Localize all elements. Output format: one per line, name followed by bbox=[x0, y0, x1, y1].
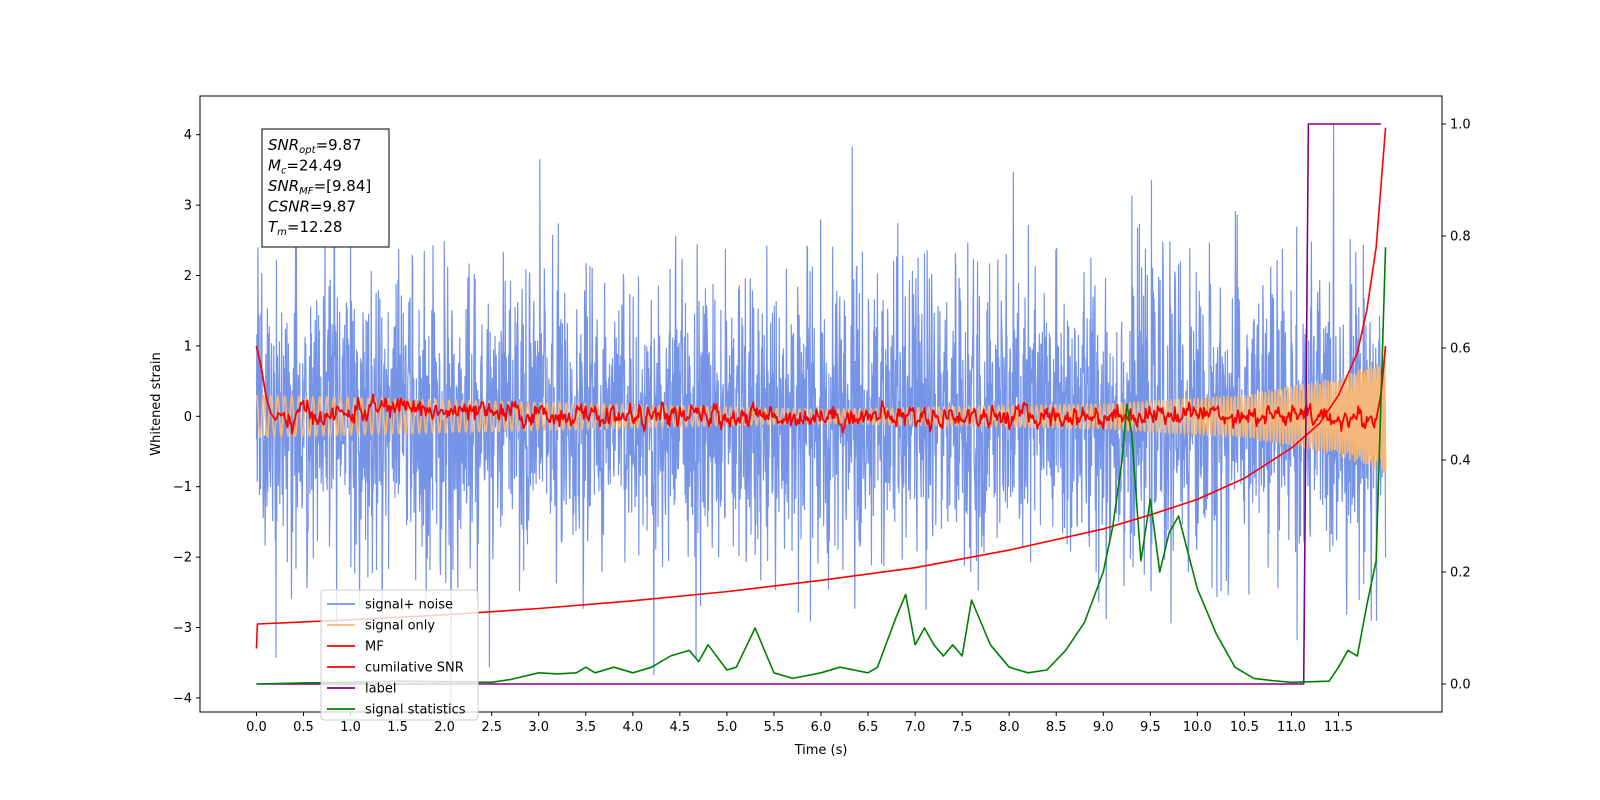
y-tick-label: 0 bbox=[184, 410, 192, 425]
x-tick-label: 4.0 bbox=[622, 720, 643, 735]
y-tick-label: −4 bbox=[173, 691, 192, 706]
x-tick-label: 5.0 bbox=[717, 720, 738, 735]
right-y-tick-label: 0.2 bbox=[1450, 566, 1471, 581]
y-tick-label: −1 bbox=[173, 480, 192, 495]
right-y-axis-ticks: 1.0 0.8 0.6 0.4 0.2 0.0 bbox=[1442, 118, 1471, 693]
legend-label: MF bbox=[365, 640, 384, 655]
right-y-tick-label: 0.8 bbox=[1450, 230, 1471, 245]
x-tick-label: 6.0 bbox=[811, 720, 832, 735]
legend-label: label bbox=[365, 682, 396, 697]
x-tick-label: 2.0 bbox=[434, 720, 455, 735]
x-tick-label: 9.0 bbox=[1093, 720, 1114, 735]
y-tick-label: 3 bbox=[184, 199, 192, 214]
x-tick-label: 1.5 bbox=[387, 720, 408, 735]
x-tick-label: 8.0 bbox=[999, 720, 1020, 735]
legend-label: signal+ noise bbox=[365, 598, 453, 613]
info-box: SNRopt=9.87Mc=24.49SNRMF=[9.84]CSNR=9.87… bbox=[261, 128, 390, 248]
x-tick-label: 1.0 bbox=[340, 720, 361, 735]
x-tick-label: 8.5 bbox=[1046, 720, 1067, 735]
right-y-tick-label: 0.6 bbox=[1450, 342, 1471, 357]
y-tick-label: −2 bbox=[173, 551, 192, 566]
x-tick-label: 4.5 bbox=[670, 720, 691, 735]
x-tick-label: 11.0 bbox=[1277, 720, 1306, 735]
info-box-line: SNRopt=9.87 bbox=[268, 136, 362, 156]
y-tick-label: 2 bbox=[184, 269, 192, 284]
right-y-tick-label: 0.4 bbox=[1450, 454, 1471, 469]
x-axis-ticks: 0.0 0.5 1.0 1.5 2.0 2.5 3.0 3.5 4.0 4.5 5.0 5.5 6.0 6… bbox=[246, 712, 1353, 735]
x-tick-label: 3.5 bbox=[575, 720, 596, 735]
x-tick-label: 7.5 bbox=[952, 720, 973, 735]
y-tick-label: −3 bbox=[173, 621, 192, 636]
legend-label: cumilative SNR bbox=[365, 661, 464, 676]
info-box-line: Mc=24.49 bbox=[268, 157, 342, 177]
x-tick-label: 7.0 bbox=[905, 720, 926, 735]
legend: signal+ noise signal only MF cumilative SNR… bbox=[320, 589, 479, 721]
info-box-line: CSNR=9.87 bbox=[268, 198, 356, 216]
x-tick-label: 9.5 bbox=[1140, 720, 1161, 735]
x-tick-label: 10.0 bbox=[1183, 720, 1212, 735]
right-y-tick-label: 1.0 bbox=[1450, 118, 1471, 133]
x-tick-label: 10.5 bbox=[1230, 720, 1259, 735]
x-axis-label: Time (s) bbox=[794, 743, 848, 758]
series-line-mf bbox=[255, 345, 1387, 435]
info-box-frame bbox=[261, 128, 390, 248]
right-y-tick-label: 0.0 bbox=[1450, 678, 1471, 693]
y-axis-ticks: 4 3 2 1 0 −1 −2 −3 −4 bbox=[173, 128, 200, 706]
y-tick-label: 1 bbox=[184, 339, 192, 354]
y-tick-label: 4 bbox=[184, 128, 192, 143]
x-tick-label: 0.0 bbox=[246, 720, 267, 735]
x-tick-label: 6.5 bbox=[858, 720, 879, 735]
series-line-signal-statistics bbox=[256, 247, 1387, 685]
info-box-lines: SNRopt=9.87Mc=24.49SNRMF=[9.84]CSNR=9.87… bbox=[268, 136, 371, 238]
series-line-label bbox=[256, 123, 1381, 685]
legend-label: signal only bbox=[365, 619, 435, 634]
x-tick-label: 11.5 bbox=[1324, 720, 1353, 735]
x-tick-label: 2.5 bbox=[481, 720, 502, 735]
x-tick-label: 0.5 bbox=[293, 720, 314, 735]
legend-items: signal+ noise signal only MF cumilative SNR… bbox=[327, 598, 466, 718]
x-tick-label: 5.5 bbox=[764, 720, 785, 735]
info-box-line: SNRMF=[9.84] bbox=[268, 177, 371, 197]
x-tick-label: 3.0 bbox=[528, 720, 549, 735]
legend-frame bbox=[320, 589, 479, 721]
y-axis-label: Whitened strain bbox=[149, 352, 164, 455]
legend-label: signal statistics bbox=[365, 703, 466, 718]
info-box-line: Tm=12.28 bbox=[268, 218, 342, 238]
